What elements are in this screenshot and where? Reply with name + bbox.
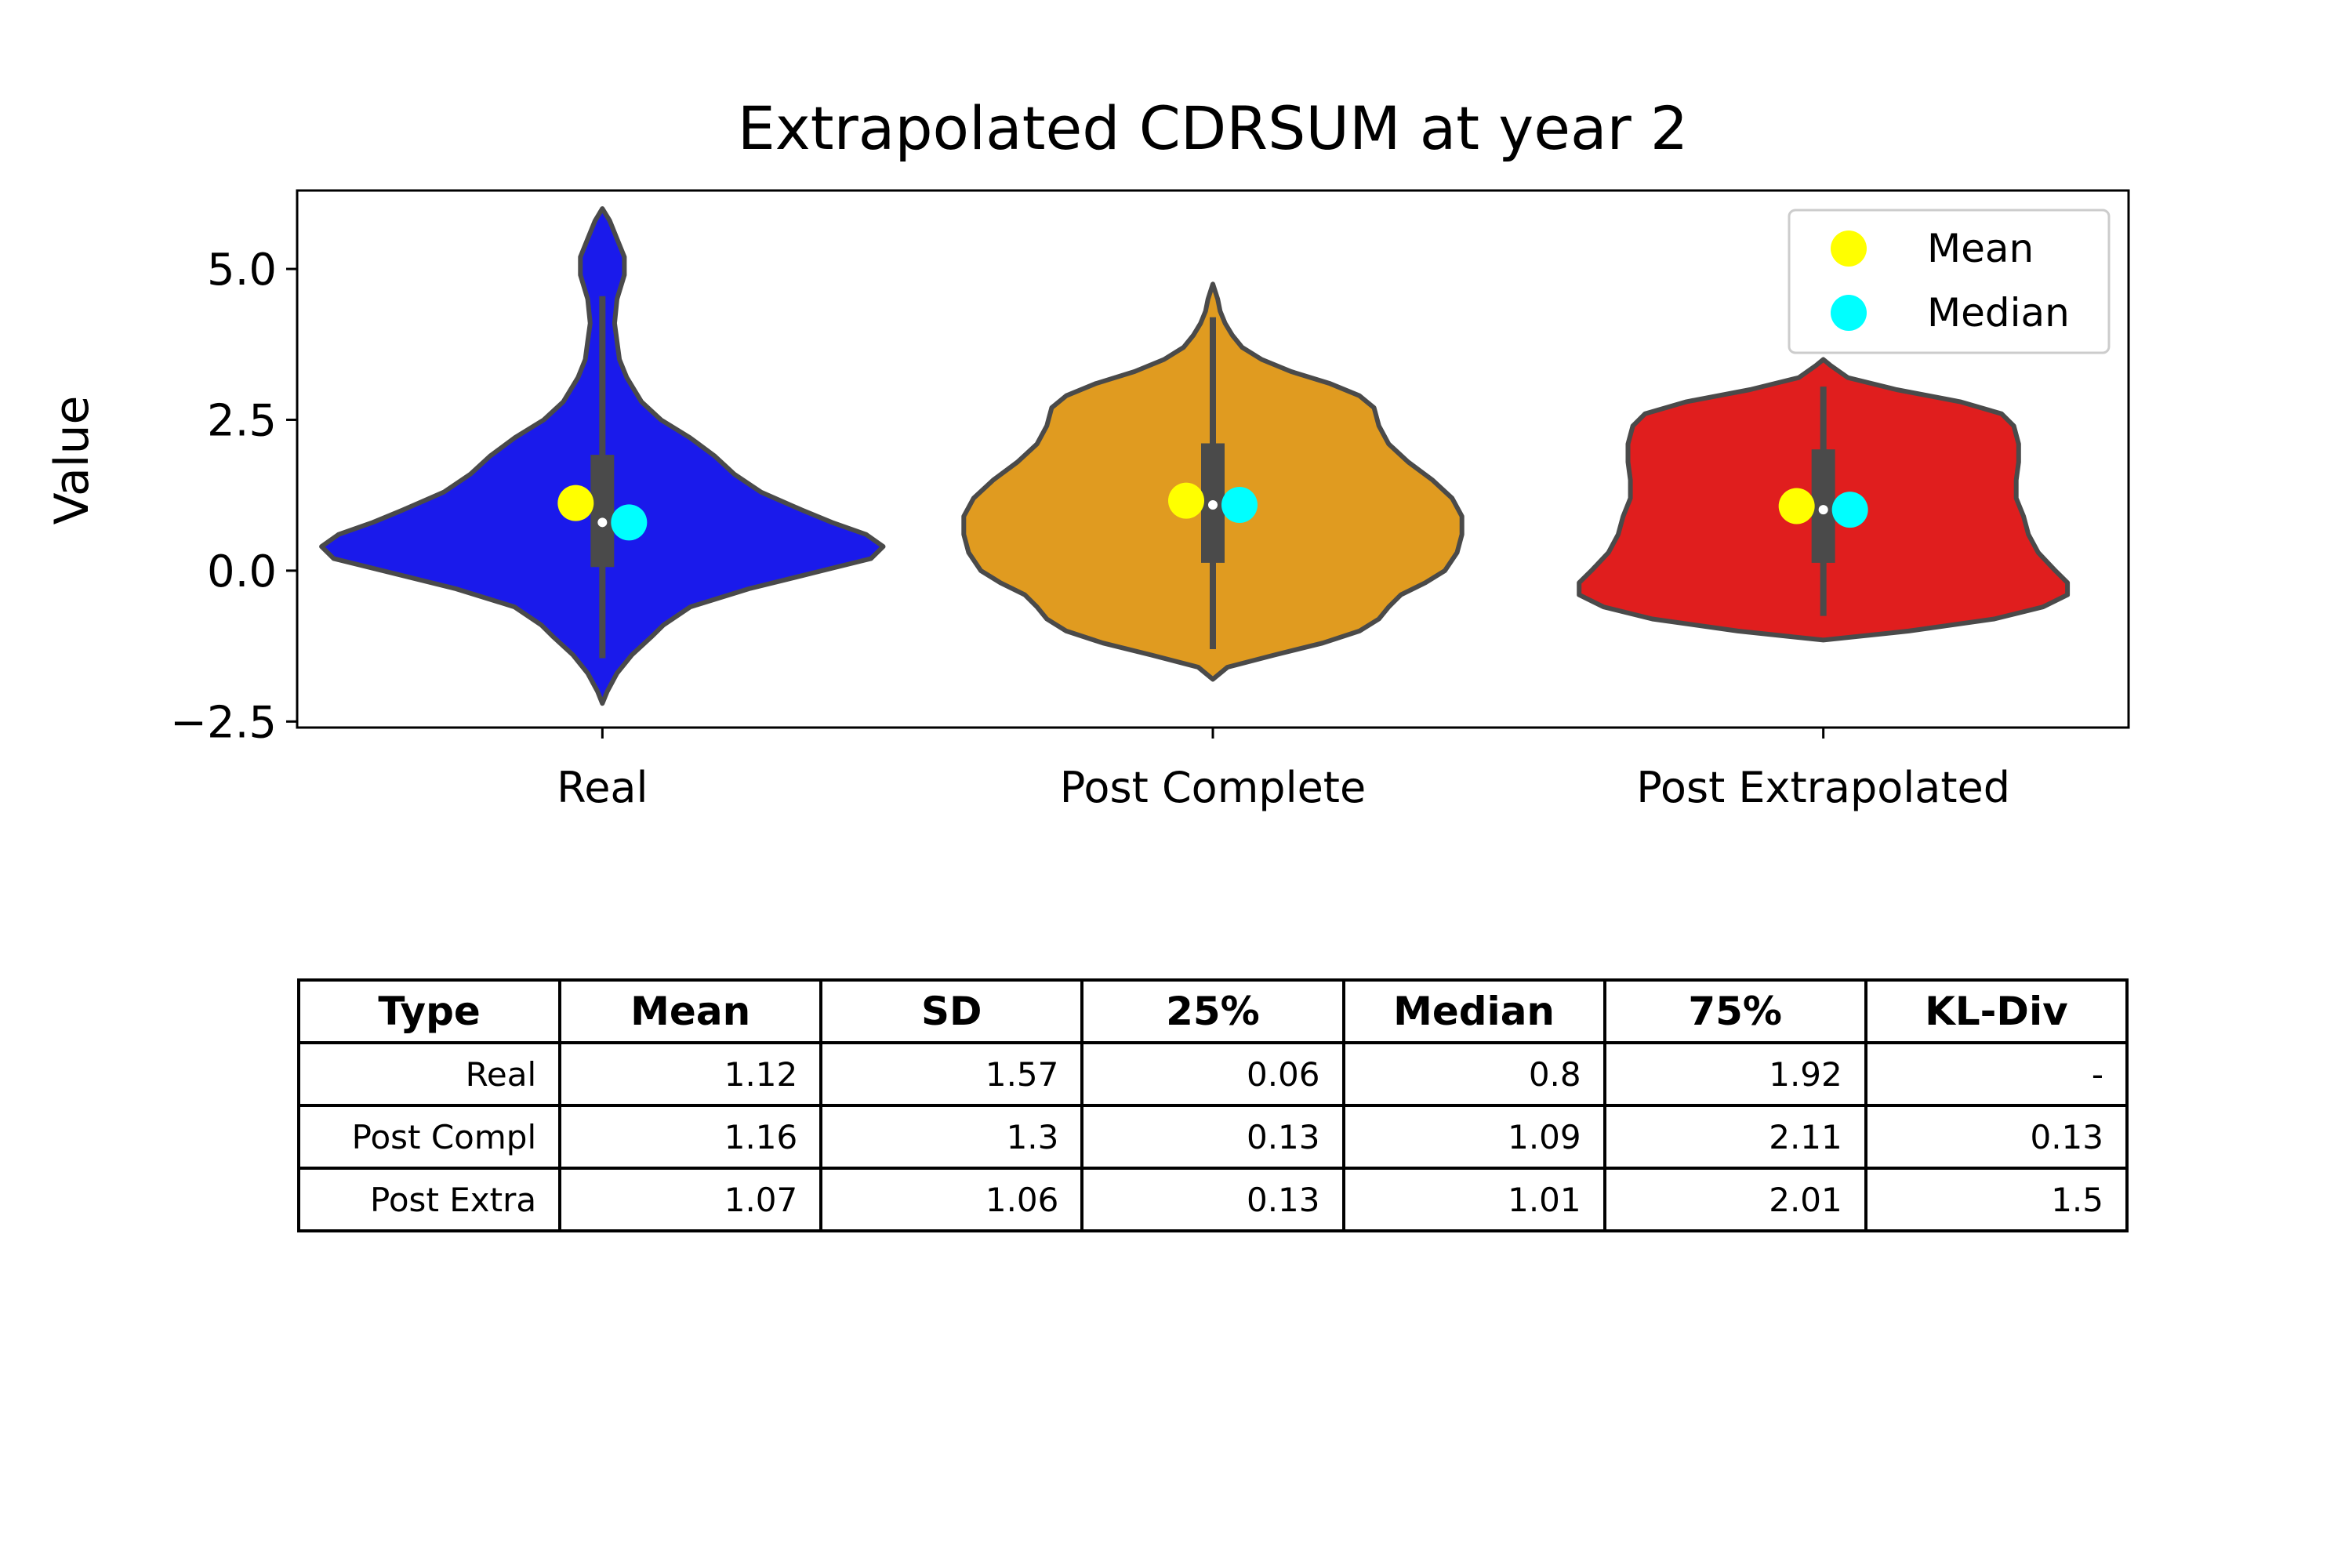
- table-cell: 0.13: [1080, 1167, 1345, 1232]
- table-cell: 1.3: [819, 1104, 1084, 1170]
- y-tick-label: 2.5: [207, 395, 277, 446]
- table-header-cell: SD: [819, 978, 1084, 1044]
- violin-iqr-box: [590, 455, 615, 568]
- table-row: Post Compl 1.16 1.3 0.13 1.09 2.11 0.13: [296, 1104, 2129, 1170]
- table-cell: 1.57: [819, 1041, 1084, 1107]
- table-header-row: Type Mean SD 25% Median 75% KL-Div: [296, 978, 2129, 1044]
- violin-median-dot: [1818, 505, 1828, 515]
- chart-title: Extrapolated CDRSUM at year 2: [738, 93, 1689, 163]
- statistics-table: Type Mean SD 25% Median 75% KL-Div Real …: [296, 978, 2129, 1232]
- y-tick-label: −2.5: [170, 697, 277, 748]
- table-cell: 1.09: [1341, 1104, 1606, 1170]
- table-header-cell: Mean: [558, 978, 823, 1044]
- table-row: Real 1.12 1.57 0.06 0.8 1.92 -: [296, 1041, 2129, 1107]
- table-cell: Post Compl: [296, 1104, 562, 1170]
- y-tick-label: 5.0: [207, 245, 277, 296]
- median-marker: [1831, 492, 1868, 528]
- table-cell: 0.13: [1080, 1104, 1345, 1170]
- legend-label: Mean: [1927, 226, 2034, 271]
- table-cell: 0.06: [1080, 1041, 1345, 1107]
- table-header-cell: Type: [296, 978, 562, 1044]
- median-marker: [1221, 486, 1258, 523]
- table-cell: 2.11: [1602, 1104, 1867, 1170]
- y-axis-label: Value: [45, 396, 100, 525]
- y-tick-label: 0.0: [207, 546, 277, 597]
- table-header-cell: 75%: [1602, 978, 1867, 1044]
- table-cell: Real: [296, 1041, 562, 1107]
- legend: Mean Median: [1788, 209, 2111, 354]
- axes-layer: −2.5 0.0 2.5 5.0 Real Post Complete Post Extra…: [170, 189, 2130, 812]
- table-cell: 1.5: [1864, 1167, 2129, 1232]
- table-cell: 1.01: [1341, 1167, 1606, 1232]
- legend-marker: [1831, 230, 1867, 267]
- legend-box: [1788, 209, 2111, 354]
- table-header-cell: 25%: [1080, 978, 1345, 1044]
- table-header-cell: KL-Div: [1864, 978, 2129, 1044]
- mean-marker: [1778, 488, 1815, 524]
- table-cell: 2.01: [1602, 1167, 1867, 1232]
- table-cell: 1.16: [558, 1104, 823, 1170]
- table-cell: 0.13: [1864, 1104, 2129, 1170]
- table-cell: 1.06: [819, 1167, 1084, 1232]
- table-cell: -: [1864, 1041, 2129, 1107]
- table-cell: 1.12: [558, 1041, 823, 1107]
- violin-median-dot: [597, 517, 608, 528]
- table-cell: 1.07: [558, 1167, 823, 1232]
- violin-median-dot: [1208, 499, 1218, 510]
- median-marker: [611, 504, 648, 541]
- x-tick-label: Real: [557, 763, 648, 812]
- x-tick-label: Post Complete: [1060, 763, 1366, 812]
- x-tick-label: Post Extrapolated: [1636, 763, 2010, 812]
- violins-layer: [319, 206, 2071, 706]
- mean-marker: [557, 485, 594, 521]
- mean-marker: [1168, 482, 1204, 519]
- table-row: Post Extra 1.07 1.06 0.13 1.01 2.01 1.5: [296, 1167, 2129, 1232]
- table-cell: 1.92: [1602, 1041, 1867, 1107]
- table-header-cell: Median: [1341, 978, 1606, 1044]
- table-cell: 0.8: [1341, 1041, 1606, 1107]
- legend-label: Median: [1927, 290, 2070, 336]
- legend-marker: [1831, 295, 1867, 331]
- table-cell: Post Extra: [296, 1167, 562, 1232]
